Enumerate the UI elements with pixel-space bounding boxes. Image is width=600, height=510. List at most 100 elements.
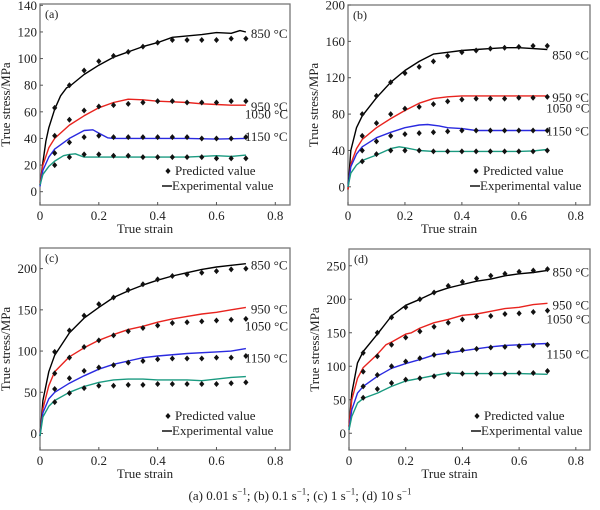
predicted-point-950 bbox=[459, 316, 466, 323]
predicted-point-950 bbox=[544, 307, 551, 314]
predicted-point-1050 bbox=[501, 127, 508, 134]
experimental-line-950 bbox=[348, 302, 548, 427]
predicted-point-850 bbox=[125, 287, 131, 294]
predicted-point-850 bbox=[473, 275, 480, 282]
predicted-point-1150 bbox=[125, 152, 131, 159]
predicted-point-1150 bbox=[52, 399, 58, 406]
temperature-label: 1150 °C bbox=[546, 124, 589, 139]
predicted-point-950 bbox=[66, 354, 73, 361]
x-tick-label: 0.2 bbox=[397, 208, 413, 223]
predicted-point-1150 bbox=[228, 155, 234, 162]
predicted-point-950 bbox=[243, 315, 249, 322]
y-tick-label: 40 bbox=[24, 131, 37, 146]
y-tick-label: 160 bbox=[326, 34, 346, 49]
predicted-point-1150 bbox=[459, 148, 465, 155]
predicted-point-950 bbox=[445, 98, 451, 105]
predicted-point-850 bbox=[403, 304, 409, 311]
predicted-point-950 bbox=[110, 332, 117, 339]
predicted-point-950 bbox=[81, 107, 87, 114]
predicted-point-850 bbox=[416, 63, 422, 70]
y-axis-title: True stress/MPa bbox=[307, 307, 322, 392]
figure-caption: (a) 0.01 s−1; (b) 0.1 s−1; (c) 1 s−1; (d… bbox=[0, 487, 600, 504]
predicted-point-850 bbox=[228, 266, 234, 273]
predicted-point-950 bbox=[403, 334, 409, 341]
predicted-point-1150 bbox=[488, 370, 494, 377]
predicted-point-1050 bbox=[52, 385, 58, 392]
predicted-point-950 bbox=[213, 317, 220, 324]
legend-label-predicted: Predicted value bbox=[483, 163, 564, 178]
predicted-point-850 bbox=[140, 43, 146, 50]
temperature-label: 1150 °C bbox=[245, 351, 288, 366]
predicted-point-950 bbox=[184, 99, 190, 106]
predicted-point-950 bbox=[388, 111, 394, 118]
predicted-point-850 bbox=[360, 349, 366, 356]
predicted-point-1050 bbox=[488, 344, 494, 351]
x-tick-label: 0.8 bbox=[568, 208, 584, 223]
predicted-point-950 bbox=[155, 98, 161, 105]
predicted-point-1150 bbox=[66, 390, 73, 397]
predicted-point-1150 bbox=[243, 155, 249, 162]
legend-label-experimental: Experimental value bbox=[481, 423, 583, 438]
y-tick-label: 120 bbox=[326, 70, 346, 85]
predicted-point-1050 bbox=[155, 134, 161, 141]
predicted-point-950 bbox=[502, 310, 508, 317]
predicted-point-1050 bbox=[125, 134, 131, 141]
predicted-point-1150 bbox=[459, 370, 466, 377]
predicted-point-1150 bbox=[530, 369, 536, 376]
y-tick-label: 100 bbox=[18, 51, 38, 66]
predicted-point-1150 bbox=[473, 148, 479, 155]
predicted-point-1050 bbox=[228, 135, 234, 142]
predicted-point-950 bbox=[430, 101, 437, 108]
predicted-point-950 bbox=[373, 120, 380, 127]
predicted-point-1150 bbox=[110, 152, 117, 159]
caption-part-d: (d) 10 s−1 bbox=[362, 487, 412, 504]
predicted-point-850 bbox=[473, 47, 479, 54]
predicted-point-1150 bbox=[530, 148, 536, 155]
legend-marker-predicted bbox=[474, 413, 480, 419]
predicted-point-1150 bbox=[388, 147, 394, 154]
predicted-point-1150 bbox=[52, 162, 58, 169]
legend-label-experimental: Experimental value bbox=[480, 178, 582, 193]
temperature-label: 950 °C bbox=[552, 297, 589, 312]
predicted-point-1050 bbox=[374, 371, 380, 378]
panel-tag: (c) bbox=[45, 251, 58, 265]
experimental-line-850 bbox=[347, 47, 548, 190]
predicted-point-1050 bbox=[487, 127, 493, 134]
predicted-point-850 bbox=[388, 79, 394, 86]
chart-panel-b: 0 40 80 120 160 200 0 0.2 0.4 0.6 0.8 True strain Tr… bbox=[306, 0, 591, 236]
x-tick-label: 0 bbox=[346, 453, 353, 468]
predicted-point-950 bbox=[360, 368, 366, 375]
experimental-line-950 bbox=[39, 98, 246, 186]
predicted-point-950 bbox=[125, 328, 131, 335]
predicted-point-1050 bbox=[81, 367, 87, 374]
plot-frame bbox=[347, 4, 591, 206]
predicted-point-850 bbox=[155, 39, 161, 46]
predicted-point-1150 bbox=[199, 154, 205, 161]
predicted-point-1150 bbox=[213, 381, 220, 388]
predicted-point-850 bbox=[199, 36, 205, 43]
predicted-point-1050 bbox=[155, 356, 161, 363]
predicted-point-1150 bbox=[155, 154, 161, 161]
predicted-point-950 bbox=[199, 99, 205, 106]
temperature-label: 1050 °C bbox=[245, 319, 288, 334]
temperature-label: 850 °C bbox=[251, 258, 288, 273]
predicted-point-1050 bbox=[140, 134, 146, 141]
y-axis-title: True stress/MPa bbox=[0, 62, 13, 147]
predicted-point-950 bbox=[125, 100, 131, 107]
predicted-point-850 bbox=[125, 48, 131, 55]
predicted-point-1150 bbox=[403, 376, 409, 383]
predicted-point-1150 bbox=[388, 380, 395, 386]
predicted-point-1050 bbox=[359, 147, 365, 154]
predicted-point-950 bbox=[473, 95, 479, 102]
predicted-point-1150 bbox=[125, 381, 131, 388]
predicted-point-1150 bbox=[374, 386, 380, 393]
predicted-point-1150 bbox=[416, 147, 422, 154]
predicted-point-850 bbox=[155, 276, 161, 283]
predicted-point-1150 bbox=[184, 154, 190, 161]
temperature-label: 950 °C bbox=[251, 99, 288, 114]
predicted-point-1050 bbox=[388, 132, 394, 139]
predicted-point-950 bbox=[487, 95, 493, 102]
predicted-point-850 bbox=[228, 35, 234, 42]
predicted-point-1150 bbox=[373, 151, 380, 158]
predicted-point-1050 bbox=[459, 127, 465, 134]
